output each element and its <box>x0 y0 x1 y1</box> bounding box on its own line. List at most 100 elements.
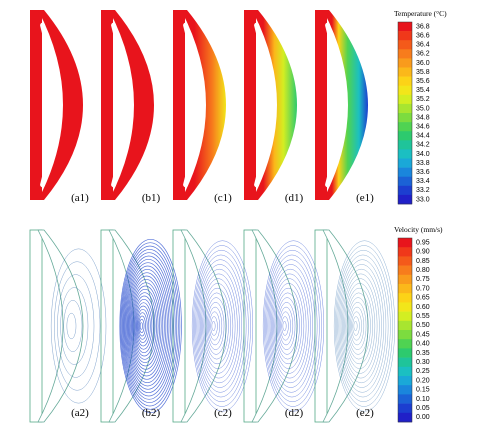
streamline <box>336 250 391 402</box>
colorbar-band <box>398 412 412 423</box>
colorbar-band <box>398 339 412 349</box>
colorbar-band <box>398 302 412 312</box>
streamline <box>272 278 307 374</box>
streamline <box>265 250 320 402</box>
colorbar-frame <box>397 21 413 205</box>
panel-label: (a1) <box>71 192 89 204</box>
streamline <box>121 245 179 407</box>
streamline <box>210 316 218 336</box>
streamline <box>201 278 236 374</box>
panel-label: (c1) <box>214 192 232 204</box>
colorbar-label: 33.4 <box>416 178 430 185</box>
colorbar-label: 36.2 <box>416 51 430 58</box>
colorbar-band <box>398 113 412 123</box>
side-strip <box>172 229 186 423</box>
streamline <box>353 321 358 331</box>
streamline <box>122 252 176 400</box>
streamline <box>266 254 318 398</box>
slot <box>254 126 273 188</box>
streamline <box>50 248 107 404</box>
colorbar-label: 34.4 <box>416 133 430 140</box>
colorbar-band <box>398 22 412 32</box>
streamline <box>129 278 164 374</box>
streamline <box>207 302 225 350</box>
colorbar-label: 36.4 <box>416 42 430 49</box>
streamline <box>57 274 95 378</box>
streamline <box>278 302 296 350</box>
streamline <box>135 305 151 347</box>
streamline <box>130 285 161 367</box>
panel-label: (d2) <box>285 407 304 419</box>
colorbar-band <box>398 167 412 177</box>
panel-label: (d1) <box>285 192 304 204</box>
colorbar-band <box>398 357 412 368</box>
slot <box>183 126 202 188</box>
colorbar-label: 36.0 <box>416 60 430 67</box>
streamline <box>63 300 83 352</box>
colorbar-label: 0.85 <box>416 258 430 265</box>
streamline <box>345 287 373 365</box>
colorbar-label: 0.05 <box>416 405 430 412</box>
colorbar-label: 0.50 <box>416 322 430 329</box>
streamline <box>264 245 322 407</box>
streamline <box>66 312 77 340</box>
colorbar-band <box>398 265 412 276</box>
temperature-field <box>252 10 297 200</box>
colorbar-label: 0.35 <box>416 350 430 357</box>
streamline <box>280 311 291 341</box>
colorbar-label: 35.2 <box>416 96 430 103</box>
temperature-field <box>181 10 226 200</box>
streamline <box>333 240 395 412</box>
colorbar-band <box>398 40 412 50</box>
streamline <box>352 316 360 336</box>
streamline <box>132 292 157 360</box>
colorbar-label: 35.6 <box>416 78 430 85</box>
streamline <box>343 278 378 374</box>
streamline <box>203 287 231 365</box>
streamline <box>138 315 147 337</box>
colorbar-band <box>398 385 412 395</box>
panel-label: (e2) <box>356 407 374 419</box>
colorbar-band <box>398 185 412 196</box>
colorbar-band <box>398 49 412 59</box>
temperature-field <box>38 10 83 200</box>
streamline <box>136 308 150 344</box>
colorbar-label: 0.00 <box>416 414 430 421</box>
slot <box>254 22 273 84</box>
side-strip <box>315 10 327 200</box>
streamline <box>274 287 302 365</box>
streamline <box>208 306 223 346</box>
colorbar-band <box>398 58 412 68</box>
flow-domain <box>37 229 84 423</box>
streamline <box>342 273 380 379</box>
colorbar-band <box>398 131 412 141</box>
colorbar-label: 34.8 <box>416 114 430 121</box>
plots <box>29 10 395 423</box>
colorbar-label: 0.55 <box>416 313 430 320</box>
colorbar-band <box>398 194 412 205</box>
colorbar-title: Velocity (mm/s) <box>394 225 443 234</box>
colorbar-band <box>398 376 412 386</box>
streamline <box>125 262 171 390</box>
streamline <box>125 265 170 387</box>
colorbar-band <box>398 366 412 377</box>
streamline <box>60 287 89 365</box>
temperature-field <box>323 10 368 200</box>
colorbar-label: 0.20 <box>416 377 430 384</box>
colorbar-band <box>398 94 412 105</box>
colorbar-band <box>398 122 412 132</box>
colorbar-label: 0.70 <box>416 285 430 292</box>
colorbar-label: 33.6 <box>416 169 430 176</box>
colorbar-label: 0.75 <box>416 276 430 283</box>
flow-domain <box>251 229 298 423</box>
streamline <box>279 306 294 346</box>
streamline <box>273 283 305 369</box>
side-strip <box>101 10 113 200</box>
streamline <box>268 264 313 388</box>
flow-domain <box>322 229 369 423</box>
side-strip <box>243 229 257 423</box>
panel-label: (e1) <box>356 192 374 204</box>
streamline <box>54 261 101 391</box>
streamline <box>211 321 216 331</box>
